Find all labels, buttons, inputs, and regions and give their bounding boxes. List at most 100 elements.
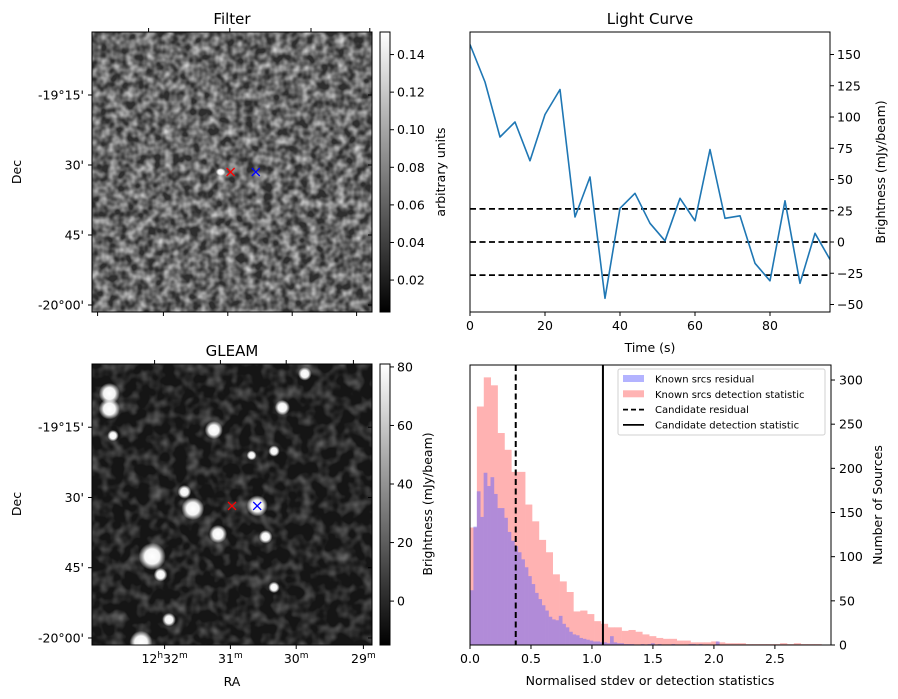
ra-unit: m xyxy=(179,651,188,661)
histogram-bar xyxy=(697,642,705,645)
histogram-ytick-label: 300 xyxy=(839,373,863,388)
histogram-xtick-label: 0.5 xyxy=(521,651,541,666)
filter-ytick-label: -19°15' xyxy=(38,88,84,103)
filter-cbar-tick-label: 0.04 xyxy=(397,235,425,250)
light-curve-xtick-label: 20 xyxy=(537,318,553,333)
gleam-xtick-label: 29m xyxy=(351,651,376,666)
histogram-bar xyxy=(650,643,655,645)
histogram-bar xyxy=(724,643,733,645)
gleam-title: GLEAM xyxy=(206,342,259,360)
histogram-bar xyxy=(572,634,577,645)
histogram-bar xyxy=(575,635,580,645)
legend-entry: Candidate detection statistic xyxy=(623,420,799,431)
histogram-bar xyxy=(587,614,595,645)
gleam-marker-candidate xyxy=(227,501,237,511)
histogram-ytick-label: 50 xyxy=(839,593,855,608)
histogram-bar xyxy=(676,640,684,645)
gleam-source xyxy=(129,630,153,645)
histogram-bar xyxy=(582,638,587,645)
histogram-bar xyxy=(635,631,643,645)
histogram-bar xyxy=(507,531,512,645)
light-curve-panel: Light Curve 0 20 40 60 80 −50 −25 0 25 50 75 100 12… xyxy=(466,10,888,355)
histogram-bar xyxy=(552,574,560,645)
histogram-bar xyxy=(780,643,788,645)
histogram-bar xyxy=(470,590,474,645)
gleam-source xyxy=(98,398,120,420)
histogram-bar xyxy=(715,641,720,645)
gleam-xtick-label: 12h32m xyxy=(141,651,187,666)
histogram-bar xyxy=(476,491,481,645)
histogram-bar xyxy=(793,643,802,645)
histogram-ylabel: Number of Sources xyxy=(870,445,885,565)
ra-hours: 31 xyxy=(218,651,234,666)
gleam-panel: GLEAM -19°15'30'45'-20°00' 12h32m 31m 30m 2… xyxy=(9,342,435,689)
histogram-bar xyxy=(562,623,566,645)
histogram-bar xyxy=(569,631,573,645)
light-curve-title: Light Curve xyxy=(607,10,693,28)
gleam-cbar-tick-label: 80 xyxy=(397,359,413,374)
legend-box xyxy=(617,368,826,436)
light-curve-ytick-label: −25 xyxy=(837,266,863,281)
histogram-bar xyxy=(614,627,622,645)
ra-minutes: 32 xyxy=(163,651,179,666)
gleam-source xyxy=(268,445,280,457)
filter-ytick-label: 30' xyxy=(65,158,84,173)
light-curve-xtick-label: 80 xyxy=(762,318,778,333)
histogram-ytick-label: 100 xyxy=(839,549,863,564)
gleam-colorbar xyxy=(379,363,391,646)
filter-marker-candidate xyxy=(226,167,236,177)
histogram-bar xyxy=(683,640,691,645)
filter-image xyxy=(92,32,372,312)
filter-ylabel: Dec xyxy=(9,160,24,184)
histogram-bar xyxy=(711,641,719,645)
light-curve-xtick-label: 40 xyxy=(612,318,628,333)
legend-label: Known srcs detection statistic xyxy=(655,390,804,401)
gleam-ytick-label: 30' xyxy=(65,490,84,505)
gleam-source xyxy=(98,382,120,405)
gleam-source xyxy=(107,429,119,442)
filter-marker-known-source xyxy=(251,167,261,177)
histogram-xtick-label: 2.0 xyxy=(704,651,724,666)
gleam-xtick-label: 30m xyxy=(284,651,309,666)
light-curve-ytick-label: 100 xyxy=(837,110,861,125)
filter-cbar-tick-label: 0.12 xyxy=(397,85,425,100)
histogram-bar xyxy=(558,615,563,645)
filter-cbar-tick-label: 0.02 xyxy=(397,273,425,288)
histogram-xtick-label: 1.5 xyxy=(643,651,663,666)
filter-cbar-tick-label: 0.10 xyxy=(397,122,425,137)
histogram-bar xyxy=(849,644,856,645)
histogram-bar xyxy=(493,493,498,645)
histogram-bar xyxy=(517,552,522,645)
gleam-source xyxy=(162,612,176,627)
histogram-xtick-label: 1.0 xyxy=(582,651,602,666)
gleam-source xyxy=(138,542,166,571)
gleam-source xyxy=(274,399,290,416)
gleam-frame xyxy=(91,363,373,646)
light-curve-ytick-label: 50 xyxy=(837,172,853,187)
light-curve-xlabel: Time (s) xyxy=(624,340,676,355)
histogram-bar xyxy=(480,516,484,645)
histogram-bar xyxy=(579,637,583,645)
gleam-cbar-tick-label: 0 xyxy=(397,594,405,609)
ra-unit: m xyxy=(300,651,309,661)
histogram-bar xyxy=(599,642,604,645)
filter-ytick-label: -20°00' xyxy=(38,298,84,313)
histogram-bar xyxy=(589,640,594,645)
legend-entry: Candidate residual xyxy=(623,405,749,416)
histogram-bar xyxy=(473,526,478,645)
histogram-bar xyxy=(483,472,488,645)
histogram-bar xyxy=(642,634,650,645)
light-curve-ytick-label: 75 xyxy=(837,141,853,156)
filter-bright-spot xyxy=(215,168,226,176)
light-curve-xtick-label: 0 xyxy=(466,318,474,333)
gleam-source xyxy=(208,524,228,544)
histogram-bar xyxy=(521,559,525,645)
histogram-bar xyxy=(504,517,508,645)
light-curve-ytick-label: 150 xyxy=(837,47,861,62)
histogram-ytick-label: 0 xyxy=(839,638,847,653)
filter-cbar-tick-label: 0.14 xyxy=(397,47,425,62)
histogram-bar xyxy=(497,508,502,645)
histogram-bar xyxy=(613,642,618,645)
ra-hours: 30 xyxy=(284,651,300,666)
